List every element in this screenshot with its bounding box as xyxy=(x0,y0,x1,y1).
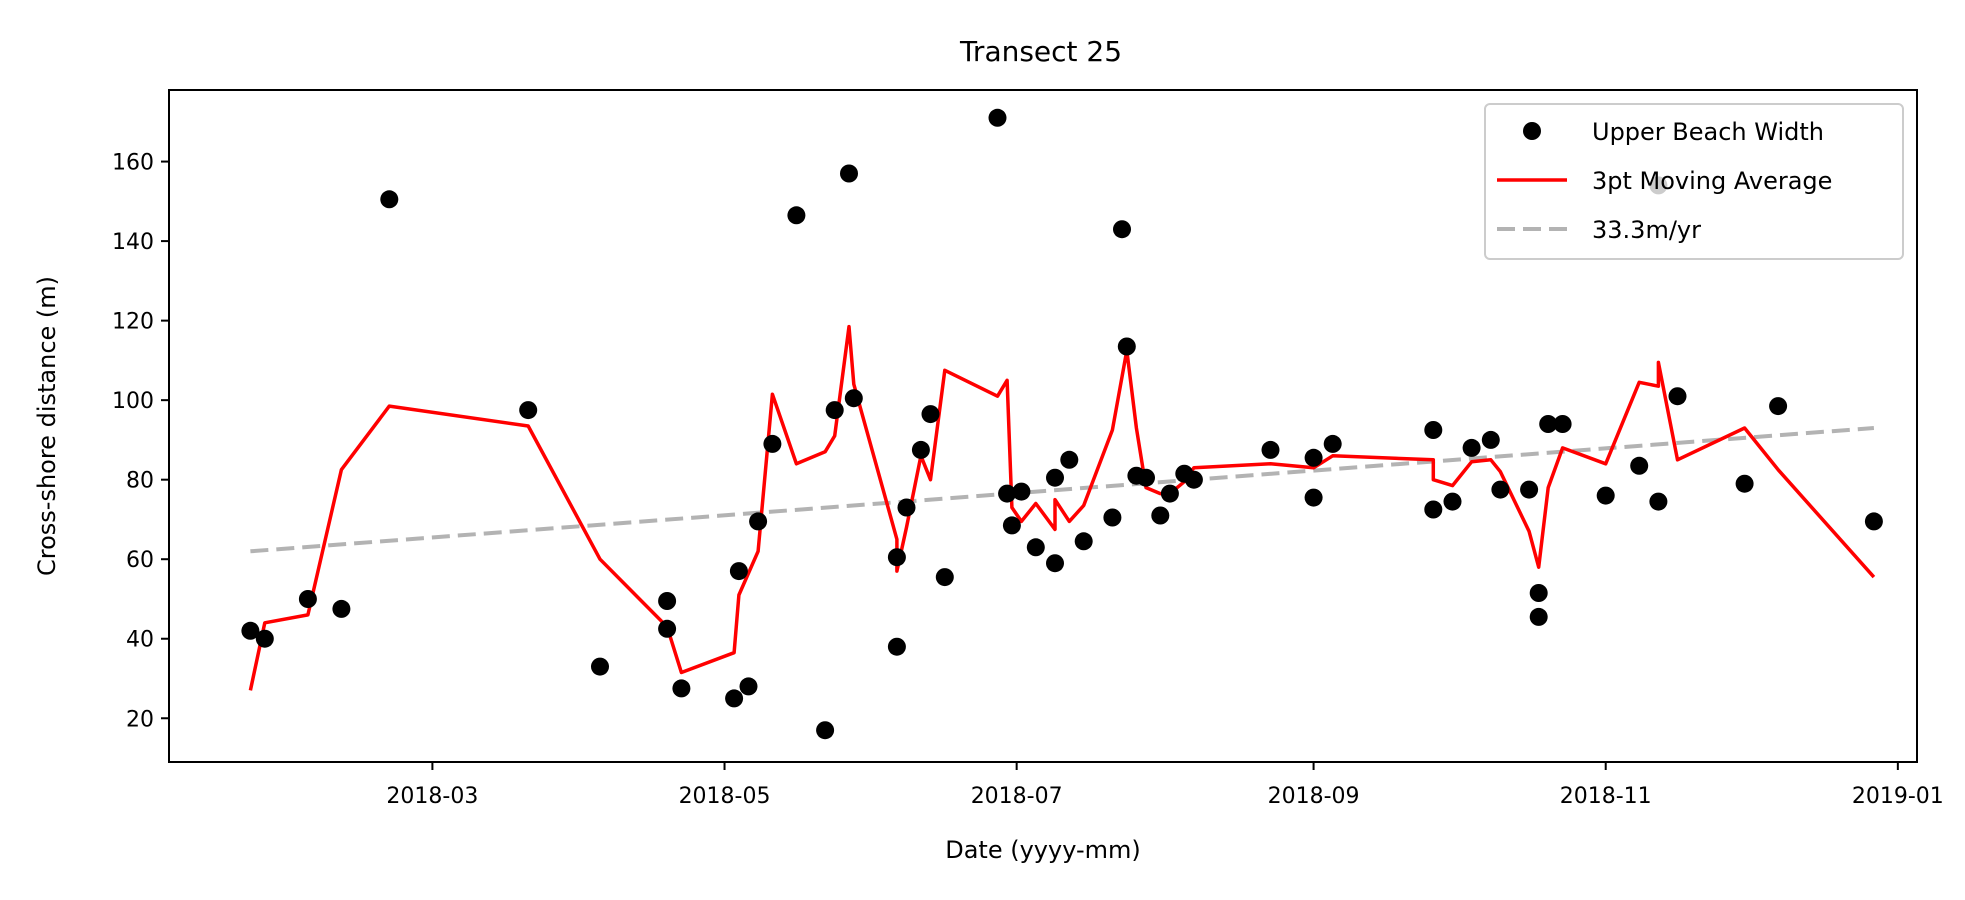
data-point xyxy=(658,619,677,638)
legend-label-trend: 33.3m/yr xyxy=(1592,216,1701,244)
data-point xyxy=(1026,538,1045,557)
data-point xyxy=(897,498,916,517)
data-point xyxy=(1151,506,1170,525)
data-point xyxy=(1491,480,1510,499)
data-point xyxy=(988,108,1007,127)
data-point xyxy=(935,568,954,587)
y-axis-title: Cross-shore distance (m) xyxy=(33,276,61,576)
x-tick-label: 2018-05 xyxy=(679,784,771,809)
data-point xyxy=(998,484,1017,503)
data-point xyxy=(658,592,677,610)
data-point xyxy=(1323,434,1342,453)
legend-frame xyxy=(1484,103,1904,260)
y-tick-label: 100 xyxy=(112,389,154,414)
data-point xyxy=(887,548,906,567)
data-point xyxy=(1649,492,1668,511)
x-tick-label: 2019-01 xyxy=(1852,784,1944,809)
data-point xyxy=(1424,500,1443,519)
data-point xyxy=(1002,516,1021,535)
data-point xyxy=(1769,397,1788,416)
data-point xyxy=(1462,438,1481,457)
data-point xyxy=(725,689,744,708)
x-tick-label: 2018-03 xyxy=(386,784,478,809)
data-point xyxy=(887,637,906,656)
data-point xyxy=(911,440,930,459)
x-axis-ticks: 2018-03 2018-05 2018-07 2018-09 2018-11 2019-… xyxy=(386,762,1944,809)
data-point xyxy=(1424,421,1443,439)
data-point xyxy=(672,679,691,698)
y-tick-label: 140 xyxy=(112,230,154,255)
legend-label-upper-beach-width: Upper Beach Width xyxy=(1592,118,1824,146)
data-point xyxy=(749,512,768,531)
data-point xyxy=(787,206,806,225)
data-point xyxy=(1046,468,1064,487)
data-point xyxy=(1117,337,1136,356)
data-point xyxy=(1529,584,1548,602)
data-point xyxy=(816,721,835,740)
legend-label-moving-average: 3pt Moving Average xyxy=(1592,167,1832,195)
y-axis-ticks: 20 40 60 80 100 120 140 160 xyxy=(112,151,169,732)
y-tick-label: 60 xyxy=(126,548,154,573)
data-point xyxy=(1596,486,1615,505)
y-tick-label: 160 xyxy=(112,151,154,176)
data-point xyxy=(1520,480,1539,499)
y-tick-label: 80 xyxy=(126,469,154,494)
plot-frame xyxy=(168,89,1918,763)
data-point xyxy=(1012,482,1031,501)
data-point xyxy=(1735,474,1754,493)
data-point xyxy=(255,629,274,648)
data-point xyxy=(1137,468,1155,487)
data-point xyxy=(1304,488,1323,507)
data-point xyxy=(1103,508,1122,527)
data-point xyxy=(763,434,782,453)
trend-line xyxy=(250,426,1875,554)
legend-marker-upper-beach-width xyxy=(1523,122,1541,140)
x-tick-label: 2018-09 xyxy=(1268,784,1360,809)
data-point xyxy=(825,401,844,420)
moving-average-line xyxy=(248,324,1876,691)
data-point xyxy=(591,657,609,676)
data-point xyxy=(519,401,538,420)
data-point xyxy=(1304,448,1323,467)
data-point xyxy=(921,405,940,424)
data-point xyxy=(1553,415,1572,433)
plot-area xyxy=(241,108,1883,740)
data-point xyxy=(1060,450,1079,469)
x-tick-label: 2018-07 xyxy=(971,784,1063,809)
data-point xyxy=(1443,492,1462,511)
data-point xyxy=(1668,387,1687,406)
data-point xyxy=(1113,220,1131,239)
data-point xyxy=(241,621,260,640)
data-point xyxy=(1261,440,1280,459)
y-tick-label: 120 xyxy=(112,310,154,335)
data-point xyxy=(1184,470,1203,489)
data-point xyxy=(1630,456,1649,475)
data-point xyxy=(1864,512,1883,531)
data-point xyxy=(1046,554,1064,573)
chart-title: Transect 25 xyxy=(959,35,1122,68)
data-point xyxy=(332,599,351,618)
data-point xyxy=(1160,484,1179,503)
data-point xyxy=(739,677,758,696)
data-point xyxy=(729,562,748,581)
data-point xyxy=(1539,415,1558,433)
data-point xyxy=(298,590,317,608)
data-point xyxy=(1074,532,1093,551)
x-axis-title: Date (yyyy-mm) xyxy=(945,836,1141,864)
legend: Upper Beach Width 3pt Moving Average 33.3m… xyxy=(1484,103,1904,260)
data-point xyxy=(380,190,399,209)
data-point xyxy=(844,389,863,408)
y-tick-label: 40 xyxy=(126,628,154,653)
data-point xyxy=(1481,430,1500,449)
y-tick-label: 20 xyxy=(126,707,154,732)
data-point xyxy=(840,164,858,183)
data-point xyxy=(1529,607,1548,626)
x-tick-label: 2018-11 xyxy=(1560,784,1652,809)
